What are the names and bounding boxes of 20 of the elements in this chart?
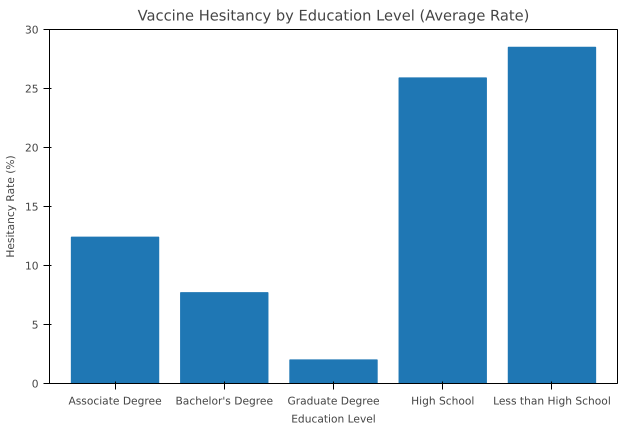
bar xyxy=(508,46,596,384)
x-tick-label: Graduate Degree xyxy=(287,394,380,408)
bar xyxy=(289,359,378,384)
y-tick-label: 30 xyxy=(24,24,39,36)
y-tick-label: 20 xyxy=(24,142,39,154)
y-tick-label: 5 xyxy=(32,318,38,332)
y-tick-label: 25 xyxy=(24,82,39,96)
y-tick-label: 0 xyxy=(32,378,39,390)
x-tick-label: High School xyxy=(411,394,474,408)
bar xyxy=(180,292,268,384)
x-tick-label: Associate Degree xyxy=(68,394,162,408)
chart-title: Vaccine Hesitancy by Education Level (Average Rate) xyxy=(138,8,530,24)
x-tick-label: Less than High School xyxy=(493,394,611,408)
bar xyxy=(70,236,160,384)
x-axis-title: Education Level xyxy=(291,412,376,426)
y-tick-label: 10 xyxy=(24,260,39,272)
bar xyxy=(398,77,487,384)
y-tick-label: 15 xyxy=(24,200,39,214)
y-axis-title: Hesitancy Rate (%) xyxy=(4,155,17,258)
x-tick-label: Bachelor's Degree xyxy=(176,394,274,408)
